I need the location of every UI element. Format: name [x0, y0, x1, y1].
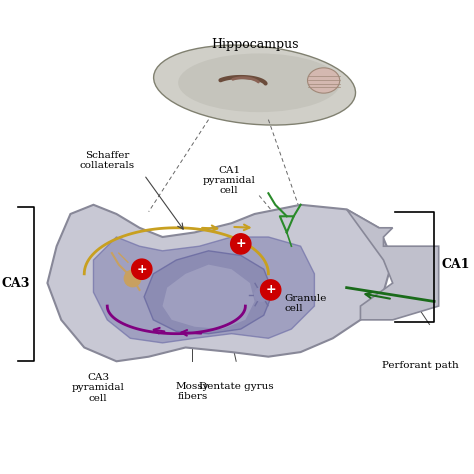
Text: Granule
cell: Granule cell	[284, 294, 327, 313]
Circle shape	[132, 259, 152, 279]
Circle shape	[261, 280, 281, 300]
Polygon shape	[47, 205, 392, 361]
Text: Dentate gyrus: Dentate gyrus	[199, 382, 273, 391]
Circle shape	[255, 288, 268, 301]
Text: +: +	[236, 237, 246, 250]
Text: CA3: CA3	[1, 276, 30, 290]
Ellipse shape	[154, 45, 356, 125]
Ellipse shape	[178, 54, 340, 112]
Polygon shape	[144, 251, 273, 334]
Text: CA3
pyramidal
cell: CA3 pyramidal cell	[72, 373, 125, 402]
Text: Perforant path: Perforant path	[382, 361, 459, 370]
Polygon shape	[346, 210, 439, 320]
Text: Schaffer
collaterals: Schaffer collaterals	[80, 151, 135, 170]
Polygon shape	[93, 237, 314, 343]
Text: CA1
pyramidal
cell: CA1 pyramidal cell	[203, 165, 255, 195]
Circle shape	[231, 234, 251, 254]
Text: CA1: CA1	[441, 258, 470, 271]
Text: +: +	[265, 283, 276, 296]
Text: Hippocampus: Hippocampus	[211, 37, 298, 51]
Polygon shape	[163, 264, 255, 329]
Text: +: +	[137, 263, 147, 276]
Text: Mossy
fibers: Mossy fibers	[176, 382, 209, 401]
Ellipse shape	[308, 68, 340, 93]
Circle shape	[124, 270, 141, 287]
